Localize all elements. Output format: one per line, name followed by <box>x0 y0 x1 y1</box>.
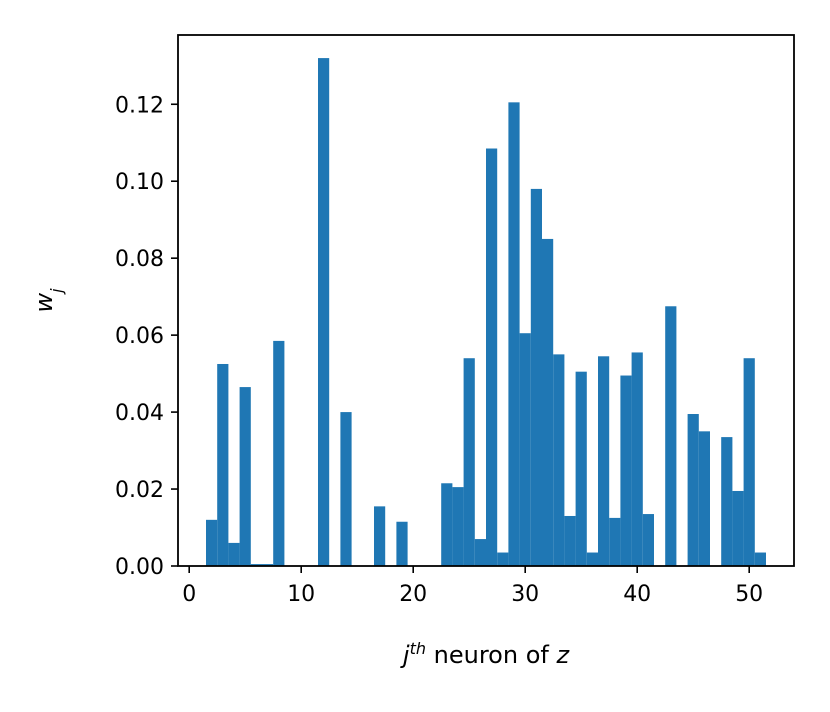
y-axis-label-sub: j <box>47 288 66 295</box>
bar-2 <box>206 519 218 566</box>
bar-5 <box>239 387 251 566</box>
y-axis-label-base: w <box>30 293 58 313</box>
bar-36 <box>586 552 598 566</box>
bar-23 <box>441 483 453 566</box>
bar-8 <box>273 340 285 566</box>
bar-24 <box>452 487 464 566</box>
x-axis-ticks: 0 10 20 30 40 50 <box>182 566 763 607</box>
bar-30 <box>519 333 531 566</box>
bar-45 <box>687 414 699 566</box>
bar-27 <box>486 148 498 566</box>
x-axis-label-var: j <box>400 641 410 669</box>
bar-41 <box>642 514 654 566</box>
bar-37 <box>598 356 610 566</box>
bar-6 <box>250 564 262 566</box>
bar-25 <box>463 358 475 566</box>
bar-49 <box>732 490 744 566</box>
bar-38 <box>609 517 621 566</box>
plot-frame <box>177 34 795 567</box>
bar-39 <box>620 375 632 566</box>
bar-3 <box>217 363 229 566</box>
bar-28 <box>497 552 509 566</box>
y-tick-label: 0.10 <box>115 170 164 195</box>
bar-33 <box>553 354 565 566</box>
bar-26 <box>474 539 486 566</box>
bar-48 <box>721 437 733 566</box>
bar-29 <box>508 102 520 566</box>
x-axis-label: jth neuron of z <box>400 639 571 670</box>
x-tick-label: 0 <box>182 582 196 607</box>
y-tick-label: 0.00 <box>115 555 164 580</box>
bar-40 <box>631 352 643 566</box>
bar-46 <box>698 431 710 566</box>
bar-7 <box>262 564 274 566</box>
x-axis-label-sup: th <box>410 639 426 658</box>
y-tick-label: 0.12 <box>115 93 164 118</box>
bar-series <box>206 58 766 567</box>
bar-43 <box>665 306 677 566</box>
bar-35 <box>575 371 587 566</box>
bar-19 <box>396 521 408 566</box>
y-axis-ticks: 0.00 0.02 0.04 0.06 0.08 0.10 0.12 <box>115 93 178 580</box>
x-tick-label: 50 <box>735 582 763 607</box>
bar-51 <box>754 552 766 566</box>
x-tick-label: 40 <box>623 582 651 607</box>
y-tick-label: 0.02 <box>115 478 164 503</box>
y-tick-label: 0.04 <box>115 401 164 426</box>
y-tick-label: 0.06 <box>115 324 164 349</box>
bar-34 <box>564 515 576 566</box>
bar-14 <box>340 412 352 566</box>
x-tick-label: 30 <box>511 582 539 607</box>
bar-31 <box>530 188 542 566</box>
y-tick-label: 0.08 <box>115 247 164 272</box>
bar-12 <box>318 58 330 567</box>
x-axis-label-text: neuron of <box>426 641 556 669</box>
x-tick-label: 20 <box>399 582 427 607</box>
y-axis-label: wj <box>30 288 66 313</box>
bar-32 <box>542 238 554 566</box>
bar-17 <box>374 506 386 566</box>
x-axis-label-z: z <box>555 641 570 669</box>
x-tick-label: 10 <box>287 582 315 607</box>
bar-4 <box>228 542 240 566</box>
bar-50 <box>743 358 755 566</box>
